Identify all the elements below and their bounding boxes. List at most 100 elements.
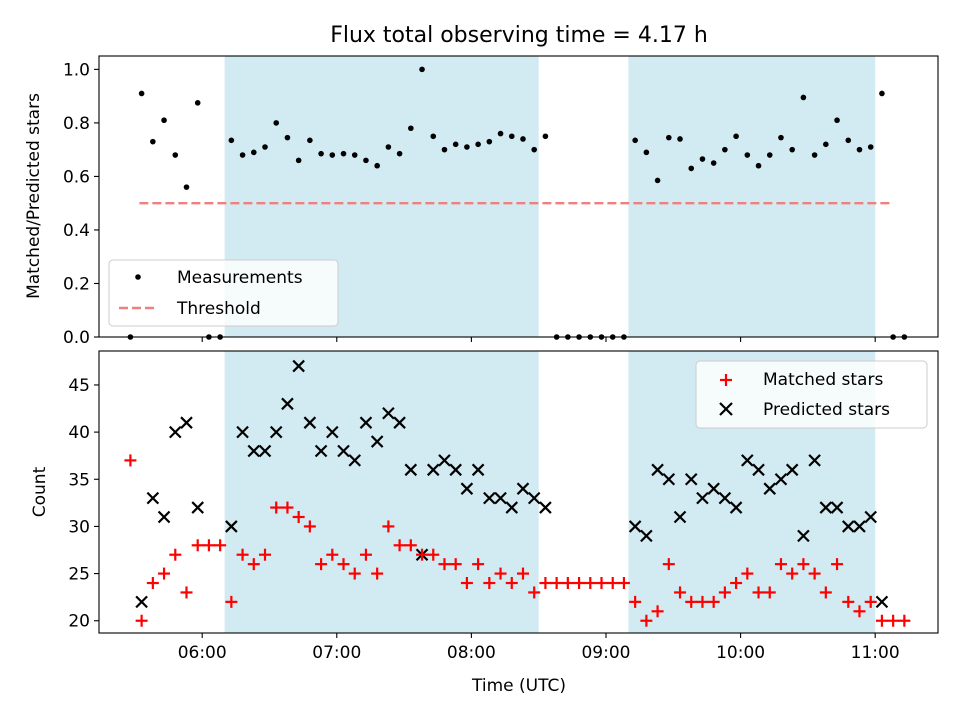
bottom-x-axis-ticks: 06:00 07:00 08:00 09:00 10:00 11:00	[178, 633, 900, 663]
measurement-point	[295, 157, 302, 164]
matched-star-point	[247, 558, 260, 571]
matched-star-point	[259, 548, 272, 561]
top-legend-box	[108, 259, 339, 327]
predicted-star-point	[348, 454, 362, 467]
measurement-point	[464, 144, 470, 150]
matched-star-point	[584, 577, 597, 590]
measurement-point	[430, 133, 437, 140]
matched-star-point	[449, 558, 462, 571]
bottom-observing-window-1	[224, 351, 539, 633]
predicted-star-point	[640, 529, 653, 543]
matched-star-point	[494, 567, 507, 580]
predicted-star-point	[684, 472, 698, 486]
matched-star-point	[359, 548, 372, 561]
measurement-point	[744, 152, 751, 158]
measurement-point	[722, 146, 728, 153]
measurement-point	[284, 134, 291, 141]
matched-star-point	[808, 567, 821, 580]
top-y-tick-label: 0.2	[63, 274, 90, 294]
predicted-star-point	[303, 416, 317, 429]
measurement-point	[329, 152, 336, 158]
matched-star-point	[135, 614, 148, 627]
matched-star-point	[404, 539, 417, 552]
measurement-point	[800, 94, 807, 101]
matched-star-point	[774, 558, 787, 571]
predicted-star-point	[741, 454, 754, 467]
measurement-point	[273, 120, 280, 126]
predicted-star-point	[180, 416, 193, 429]
predicted-star-point	[426, 463, 440, 477]
matched-star-point	[303, 520, 316, 533]
matched-star-point	[842, 595, 855, 608]
matched-star-point	[550, 577, 563, 590]
top-y-axis-ticks: 0.0 0.2 0.4 0.6 0.8 1.0	[63, 60, 99, 348]
predicted-star-point	[258, 444, 272, 458]
x-tick-label: 06:00	[178, 643, 227, 663]
measurement-point	[351, 152, 358, 158]
matched-star-point	[662, 558, 675, 571]
predicted-star-point	[438, 454, 451, 467]
matched-star-point	[427, 548, 440, 561]
matched-star-point	[696, 595, 709, 608]
predicted-star-point	[460, 482, 474, 495]
measurement-point	[172, 152, 179, 158]
measurement-point	[452, 141, 459, 148]
matched-star-point	[158, 567, 171, 580]
measurement-point	[879, 90, 885, 97]
measurement-point	[307, 137, 313, 144]
predicted-star-point	[281, 397, 294, 411]
predicted-star-point	[673, 510, 687, 524]
top-legend: Measurements Threshold	[108, 259, 339, 327]
matched-star-point	[685, 595, 698, 608]
predicted-star-point	[326, 425, 339, 439]
predicted-star-point	[370, 435, 384, 448]
measurement-point	[340, 150, 347, 157]
matched-star-point	[707, 595, 720, 608]
measurement-point	[542, 133, 549, 140]
measurement-point	[138, 90, 145, 97]
predicted-star-point	[247, 444, 261, 458]
measurement-point	[374, 162, 380, 169]
bottom-y-tick-label: 30	[68, 517, 90, 537]
matched-star-point	[606, 577, 619, 590]
measurement-point	[508, 133, 515, 140]
top-panel: 0.0 0.2 0.4 0.6 0.8 1.0 Matched/Predicted sta…	[24, 55, 939, 348]
predicted-star-point	[830, 501, 844, 514]
matched-star-point	[573, 577, 586, 590]
predicted-star-point	[707, 482, 720, 495]
measurement-point	[475, 141, 481, 148]
matched-star-point	[214, 539, 227, 552]
legend-matched-label: Matched stars	[763, 370, 883, 390]
top-plot-frame	[98, 55, 939, 338]
legend-matched-marker	[720, 374, 732, 386]
predicted-star-point	[774, 472, 788, 486]
bottom-y-tick-label: 45	[68, 376, 90, 396]
predicted-star-point	[505, 501, 519, 514]
matched-star-point	[853, 605, 866, 618]
top-y-axis-label: Matched/Predicted stars	[24, 93, 44, 299]
bottom-y-tick-label: 25	[68, 565, 90, 585]
predicted-star-point	[539, 501, 552, 514]
matched-star-point	[617, 577, 630, 590]
matched-star-point	[382, 520, 395, 533]
top-observing-window-2	[628, 56, 876, 337]
matched-star-point	[887, 614, 900, 627]
predicted-star-point	[494, 491, 507, 505]
measurement-point	[363, 157, 369, 164]
matched-star-point	[416, 548, 429, 561]
predicted-star-point	[471, 463, 485, 477]
predicted-star-point	[146, 491, 160, 505]
matched-star-point	[819, 586, 832, 599]
matched-star-point	[225, 595, 238, 608]
matched-star-point	[561, 577, 574, 590]
measurement-point	[228, 137, 235, 144]
matched-star-point	[875, 614, 888, 627]
matched-star-point	[292, 510, 305, 523]
legend-predicted-label: Predicted stars	[763, 400, 890, 420]
matched-star-point	[315, 558, 328, 571]
predicted-star-point	[752, 463, 765, 477]
predicted-star-point	[841, 520, 855, 533]
matched-star-point	[651, 605, 664, 618]
predicted-star-point	[382, 406, 395, 420]
predicted-star-point	[135, 595, 148, 609]
